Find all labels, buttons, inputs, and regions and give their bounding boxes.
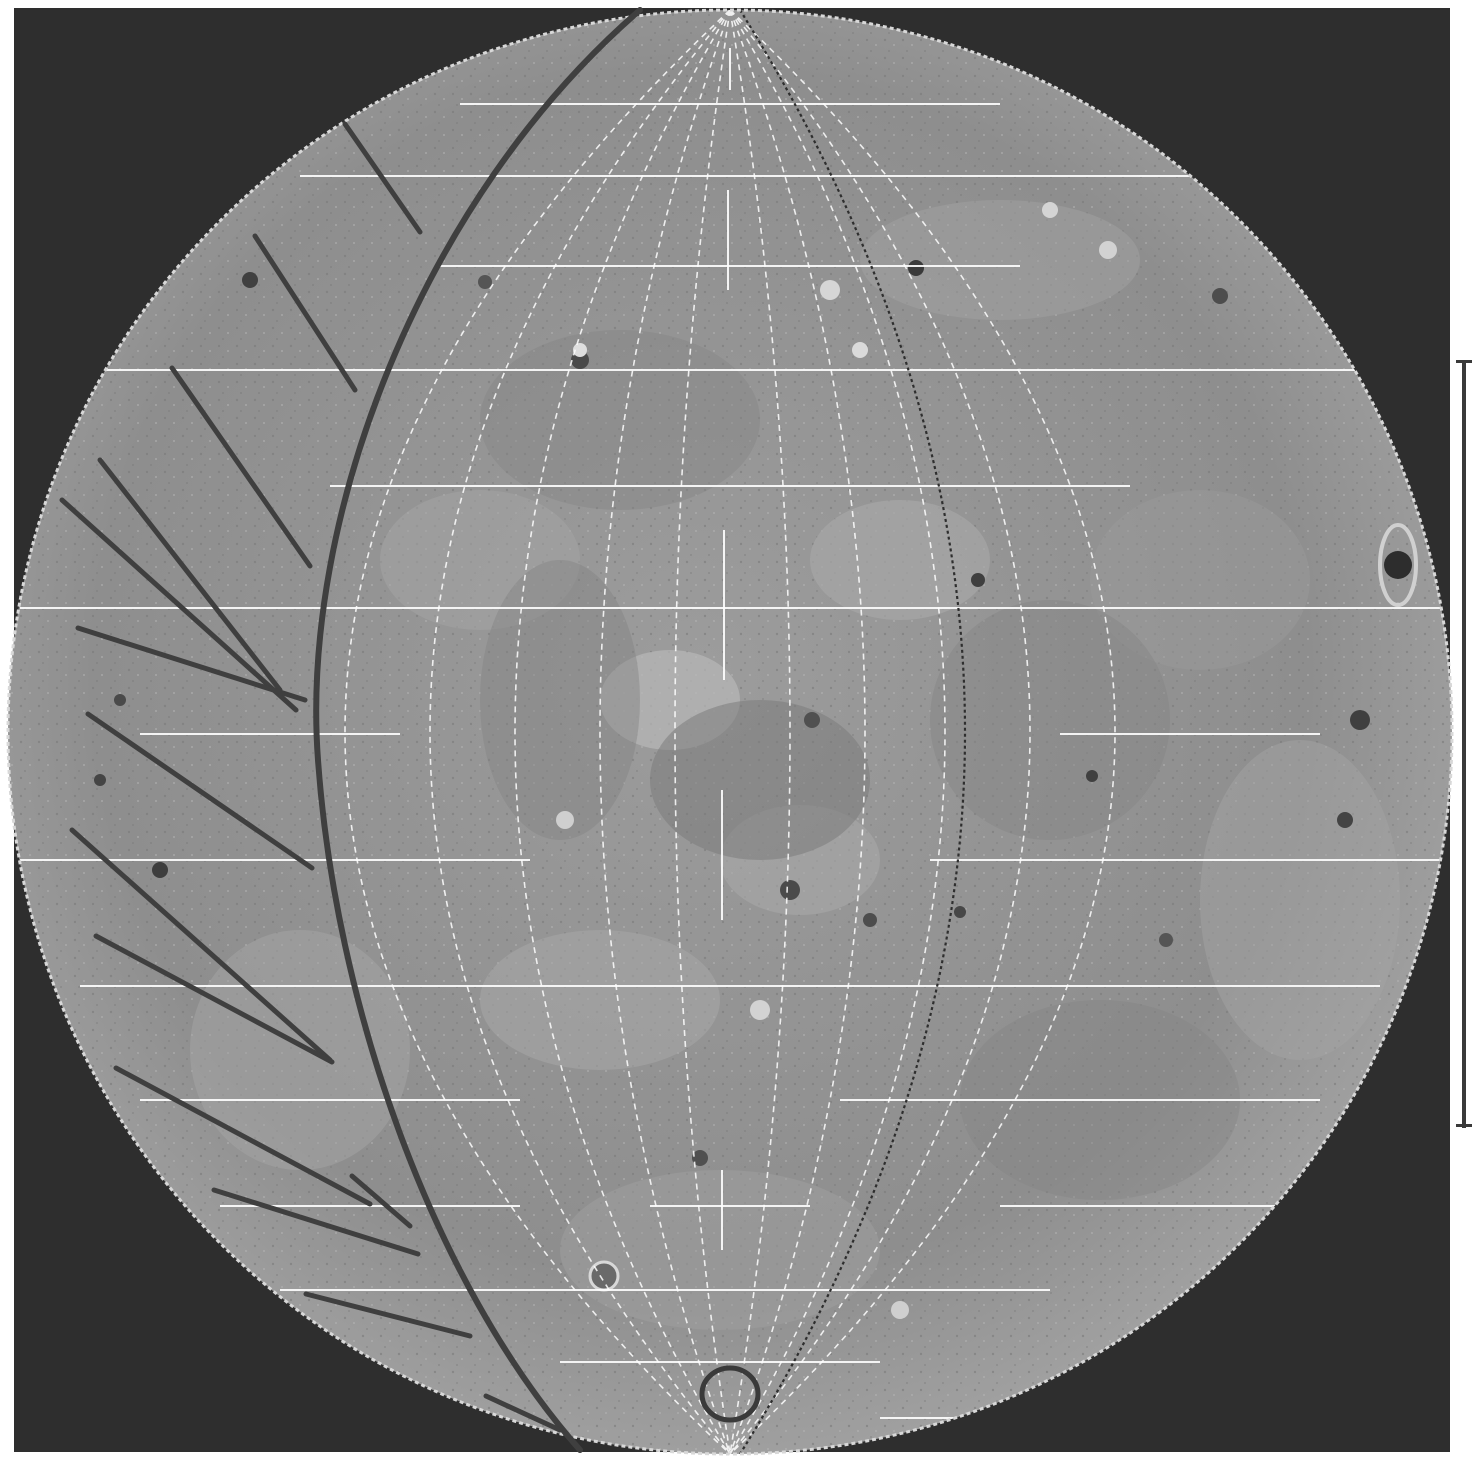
right-margin-bar: [1462, 360, 1466, 1128]
annotation-boundary-curve: [313, 7, 643, 1453]
annotation-hatching: [59, 121, 563, 1433]
longitude-grid: [344, 10, 1116, 1454]
dotted-boundary-line: [739, 10, 966, 1454]
limb-outline: [6, 8, 1454, 1456]
margin-tick-bottom: [1456, 1124, 1472, 1127]
central-meridian: [721, 48, 731, 1250]
margin-tick-top: [1456, 360, 1472, 363]
annotation-circle: [699, 1365, 761, 1423]
